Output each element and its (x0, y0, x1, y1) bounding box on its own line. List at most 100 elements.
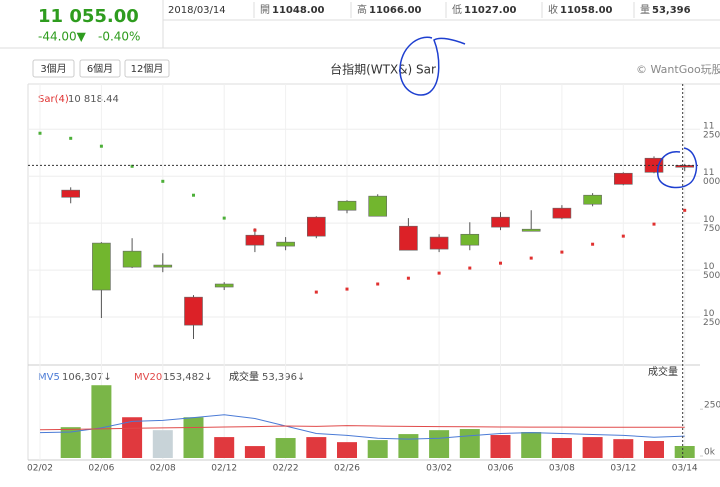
x-tick-label: 02/22 (273, 464, 299, 474)
volume-bar (490, 435, 511, 458)
sar-dot (621, 234, 625, 238)
sar-dot (130, 164, 134, 168)
change-pct: -0.40% (98, 30, 140, 44)
candle-body (184, 296, 203, 326)
mv20-value: 153,482↓ (163, 372, 213, 383)
y-tick-label: 10 500 (703, 262, 720, 281)
candle-body (583, 194, 602, 205)
candle-body (306, 216, 326, 237)
range-button[interactable] (124, 59, 170, 78)
sar-name: Sar(4) (38, 94, 69, 105)
volume-bar (521, 432, 542, 458)
x-tick-label: 03/14 (672, 464, 698, 474)
candle-body (276, 241, 295, 247)
range-button[interactable] (32, 59, 75, 78)
candle-body (399, 225, 418, 251)
volume-bar (337, 442, 357, 458)
range-button[interactable] (79, 59, 121, 78)
quote-label: 高 (357, 3, 367, 16)
candle-body (613, 172, 633, 185)
volume-tick-label: 0k (704, 448, 716, 458)
sar-dot (99, 144, 103, 148)
ma-line (39, 425, 685, 431)
quote-label: 開 (260, 4, 270, 16)
x-tick-label: 03/02 (426, 464, 452, 474)
volume-bar (613, 439, 634, 458)
quote-value: 11066.00 (369, 5, 422, 16)
quote-label: 量 (640, 4, 650, 16)
chart-title: 台指期(WTX&) Sar (330, 62, 436, 77)
sar-dot (529, 256, 533, 260)
candle-body (214, 283, 234, 288)
candle-body (61, 189, 81, 198)
volume-bar (367, 440, 388, 458)
sar-dot (314, 290, 318, 294)
sar-dot (345, 287, 349, 291)
volume-bar (275, 438, 296, 458)
x-tick-label: 02/06 (88, 464, 114, 474)
candle-body (337, 200, 357, 211)
volume-bar (398, 434, 419, 458)
sar-dot (468, 266, 472, 270)
quote-label: 收 (548, 3, 558, 16)
volume-bar (91, 385, 112, 458)
sar-dot (69, 136, 73, 140)
range-label[interactable]: 3個月 (40, 62, 66, 75)
sar-dot (683, 208, 687, 212)
date: 2018/03/14 (168, 5, 226, 16)
copyright: © WantGoo玩股網 (636, 62, 720, 76)
candle-body (429, 236, 449, 250)
quote-value: 11048.00 (272, 5, 325, 16)
mv20-name: MV20 (134, 372, 162, 383)
x-tick-label: 03/12 (610, 464, 636, 474)
sar-dot (192, 193, 195, 197)
volume-tick-label: 250k (704, 401, 720, 411)
y-tick-label: 11 000 (703, 168, 720, 187)
volume-bar (152, 430, 173, 458)
volume-bar (60, 427, 81, 458)
y-tick-label: 11 250 (703, 121, 720, 140)
sar-dot (560, 250, 564, 254)
sar-dot (591, 242, 595, 246)
sar-dot (406, 276, 410, 280)
x-tick-label: 03/06 (488, 464, 514, 474)
x-tick-label: 03/08 (549, 464, 575, 474)
volume-bar (459, 429, 480, 458)
y-tick-label: 10 250 (703, 309, 720, 328)
sar-dot (437, 271, 441, 275)
sar-dot (38, 131, 42, 135)
sar-dot (253, 228, 257, 232)
candle-body (552, 207, 572, 219)
x-tick-label: 02/12 (211, 464, 237, 474)
price: 11 055.00 (38, 6, 139, 27)
volume-name: 成交量 (229, 370, 259, 383)
volume-bar (214, 437, 235, 458)
volume-panel-label: 成交量 (648, 365, 678, 378)
volume-value: 53,396↓ (262, 372, 305, 383)
volume-bar (122, 417, 143, 458)
x-tick-label: 02/02 (27, 464, 53, 474)
range-label[interactable]: 12個月 (131, 62, 164, 75)
candle-body (122, 250, 142, 268)
annotation-circle (399, 36, 466, 96)
range-label[interactable]: 6個月 (87, 62, 113, 75)
mv5-value: 106,307↓ (62, 372, 112, 383)
annotation-circle (657, 147, 698, 189)
x-tick-label: 02/08 (150, 464, 176, 474)
candle-body (521, 228, 541, 232)
volume-bar (551, 438, 572, 458)
sar-value: 10 818.44 (68, 94, 119, 105)
quote-value: 53,396 (652, 5, 691, 16)
mv5-name: MV5 (38, 372, 60, 383)
quote-value: 11058.00 (560, 5, 613, 16)
volume-bar (306, 437, 327, 458)
candle-body (491, 216, 510, 228)
volume-bar (429, 430, 450, 458)
sar-dot (222, 216, 226, 220)
sar-dot (376, 282, 380, 286)
volume-bar (244, 446, 265, 458)
volume-bar (183, 417, 204, 458)
candle-body (368, 195, 388, 217)
